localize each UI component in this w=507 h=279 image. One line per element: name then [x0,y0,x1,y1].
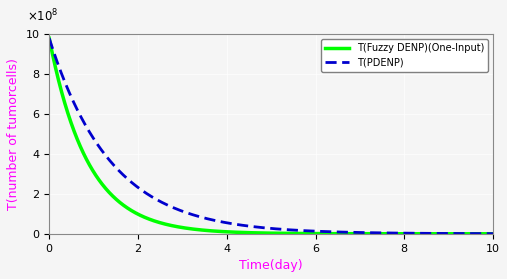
X-axis label: Time(day): Time(day) [239,259,303,272]
T(Fuzzy DENP)(One-Input) [490,232,496,235]
T(Fuzzy DENP)(One-Input) [46,37,52,40]
T(Fuzzy DENP)(One-Input) [400,232,406,235]
T(PDENP) [242,224,248,227]
Text: $\times 10^8$: $\times 10^8$ [27,8,59,24]
Legend: T(Fuzzy DENP)(One-Input), T(PDENP): T(Fuzzy DENP)(One-Input), T(PDENP) [321,39,488,72]
T(PDENP) [490,232,496,235]
Y-axis label: T(number of tumorcells): T(number of tumorcells) [7,58,20,210]
T(PDENP) [400,232,406,235]
T(PDENP) [392,231,399,235]
T(Fuzzy DENP)(One-Input) [91,172,97,175]
T(PDENP) [351,231,357,234]
Line: T(PDENP): T(PDENP) [49,38,493,234]
T(Fuzzy DENP)(One-Input) [242,231,248,234]
Line: T(Fuzzy DENP)(One-Input): T(Fuzzy DENP)(One-Input) [49,38,493,234]
T(PDENP) [46,37,52,40]
T(Fuzzy DENP)(One-Input) [392,232,399,235]
T(Fuzzy DENP)(One-Input) [351,232,357,235]
T(Fuzzy DENP)(One-Input) [226,230,232,234]
T(PDENP) [226,222,232,225]
T(PDENP) [91,138,97,142]
